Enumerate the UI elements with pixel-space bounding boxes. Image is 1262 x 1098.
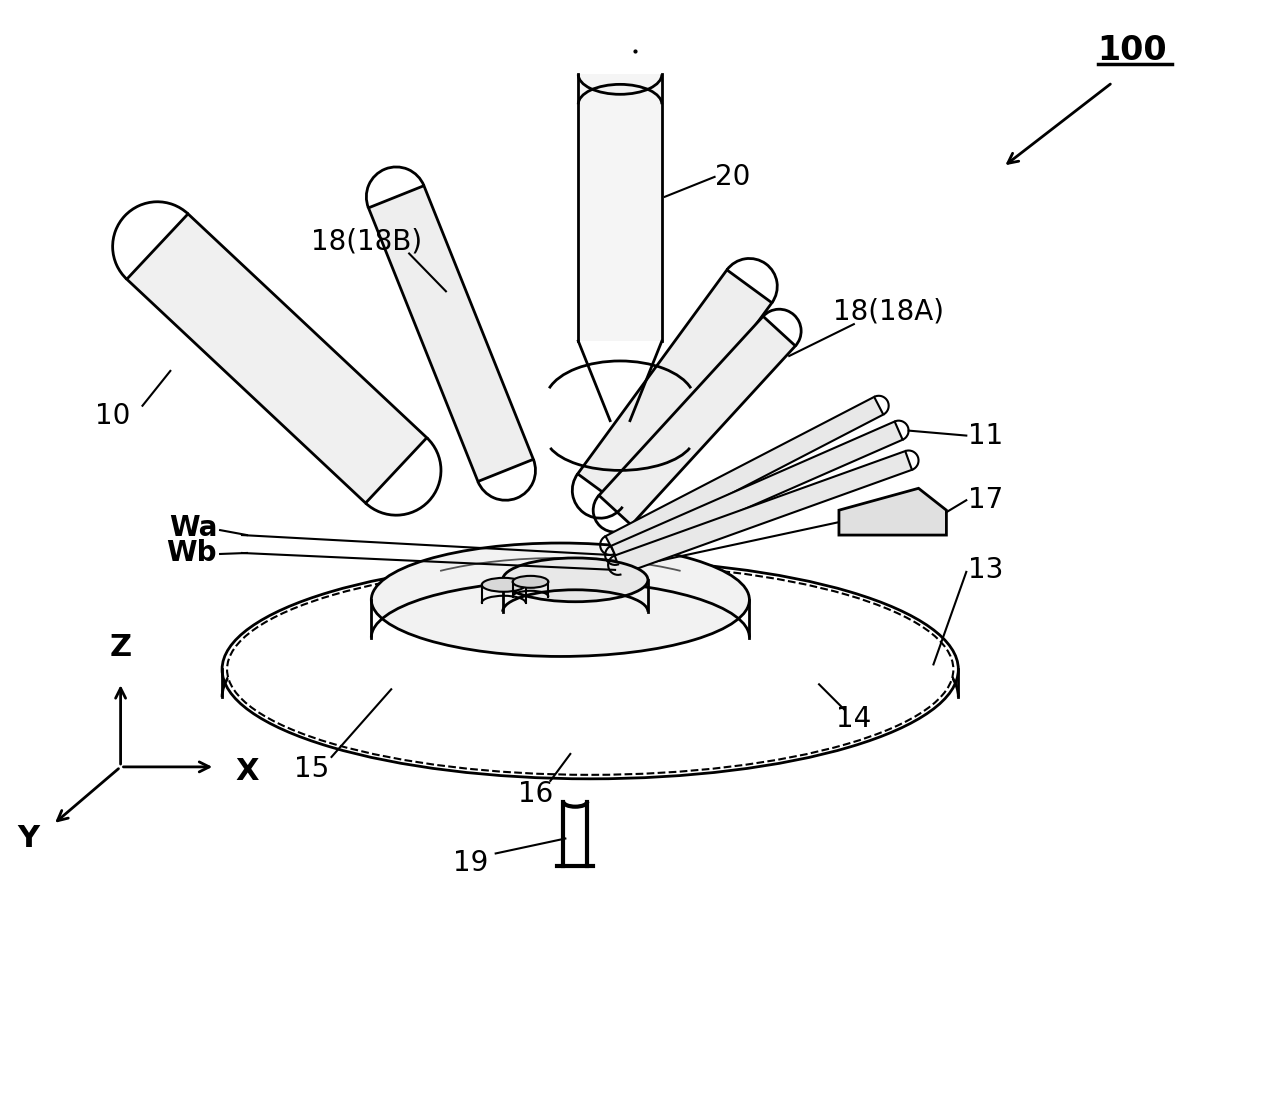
Text: 19: 19: [453, 850, 488, 877]
Text: 17: 17: [968, 486, 1003, 514]
Text: 11: 11: [968, 422, 1003, 449]
Ellipse shape: [227, 564, 953, 775]
Polygon shape: [606, 396, 883, 553]
Polygon shape: [615, 451, 912, 574]
Text: 13: 13: [968, 556, 1003, 584]
Ellipse shape: [502, 558, 647, 602]
Text: 16: 16: [517, 780, 553, 808]
Text: 14: 14: [837, 705, 872, 733]
Text: 18(18B): 18(18B): [310, 227, 422, 256]
Ellipse shape: [222, 560, 958, 778]
Text: 100: 100: [1098, 34, 1167, 67]
Ellipse shape: [482, 578, 525, 592]
Polygon shape: [611, 422, 902, 564]
Text: 20: 20: [714, 163, 750, 191]
Text: Wa: Wa: [169, 514, 217, 542]
Text: 18(18A): 18(18A): [833, 298, 944, 325]
Text: X: X: [235, 758, 259, 786]
Text: 10: 10: [95, 402, 130, 429]
Polygon shape: [578, 75, 661, 341]
Ellipse shape: [512, 575, 549, 587]
Polygon shape: [369, 186, 534, 482]
Text: Z: Z: [110, 634, 131, 662]
Polygon shape: [839, 489, 946, 535]
Polygon shape: [599, 316, 795, 525]
Text: Wb: Wb: [167, 539, 217, 567]
Polygon shape: [126, 214, 427, 503]
Text: 15: 15: [294, 755, 329, 783]
Ellipse shape: [371, 544, 750, 657]
Polygon shape: [578, 270, 772, 507]
Text: Y: Y: [16, 824, 39, 853]
